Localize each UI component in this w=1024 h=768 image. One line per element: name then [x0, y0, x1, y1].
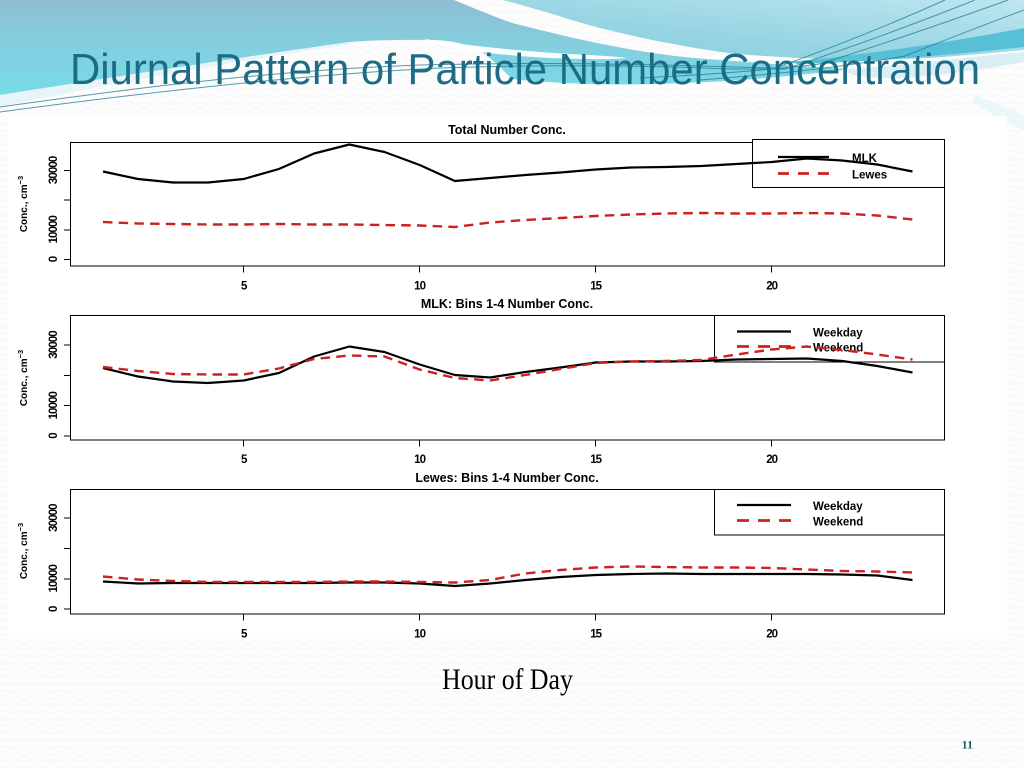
- svg-text:Lewes: Bins 1-4 Number Conc.: Lewes: Bins 1-4 Number Conc.: [415, 471, 598, 485]
- svg-text:Conc., cm−3: Conc., cm−3: [16, 176, 30, 232]
- svg-text:0: 0: [48, 256, 60, 262]
- svg-text:Weekday: Weekday: [813, 501, 863, 513]
- svg-text:10: 10: [414, 454, 425, 466]
- svg-text:0: 0: [48, 606, 60, 612]
- svg-text:Lewes: Lewes: [852, 170, 887, 182]
- svg-text:MLK: Bins 1-4 Number Conc.: MLK: Bins 1-4 Number Conc.: [421, 297, 593, 311]
- svg-text:Weekend: Weekend: [813, 517, 863, 529]
- svg-text:20: 20: [766, 280, 777, 292]
- svg-text:5: 5: [241, 454, 248, 466]
- svg-text:30000: 30000: [48, 331, 60, 359]
- svg-text:30000: 30000: [48, 156, 60, 184]
- svg-text:10000: 10000: [48, 216, 60, 244]
- svg-text:20: 20: [766, 454, 777, 466]
- svg-text:10000: 10000: [48, 391, 60, 419]
- svg-text:Diurnal Pattern of Particle Nu: Diurnal Pattern of Particle Number Conce…: [70, 45, 980, 94]
- svg-text:10000: 10000: [48, 565, 60, 593]
- svg-text:15: 15: [590, 629, 602, 641]
- svg-text:0: 0: [48, 433, 60, 439]
- svg-text:Conc., cm−3: Conc., cm−3: [16, 350, 30, 406]
- svg-text:5: 5: [241, 629, 248, 641]
- svg-text:30000: 30000: [48, 504, 60, 532]
- svg-text:Total Number Conc.: Total Number Conc.: [448, 123, 566, 137]
- svg-text:10: 10: [414, 280, 425, 292]
- svg-text:Conc., cm−3: Conc., cm−3: [16, 523, 30, 579]
- svg-text:20: 20: [766, 629, 777, 641]
- svg-text:15: 15: [590, 454, 602, 466]
- svg-text:Hour of Day: Hour of Day: [442, 663, 573, 696]
- svg-text:10: 10: [414, 629, 425, 641]
- svg-text:11: 11: [962, 738, 973, 752]
- svg-text:15: 15: [590, 280, 602, 292]
- svg-text:5: 5: [241, 280, 248, 292]
- svg-text:Weekday: Weekday: [813, 328, 863, 340]
